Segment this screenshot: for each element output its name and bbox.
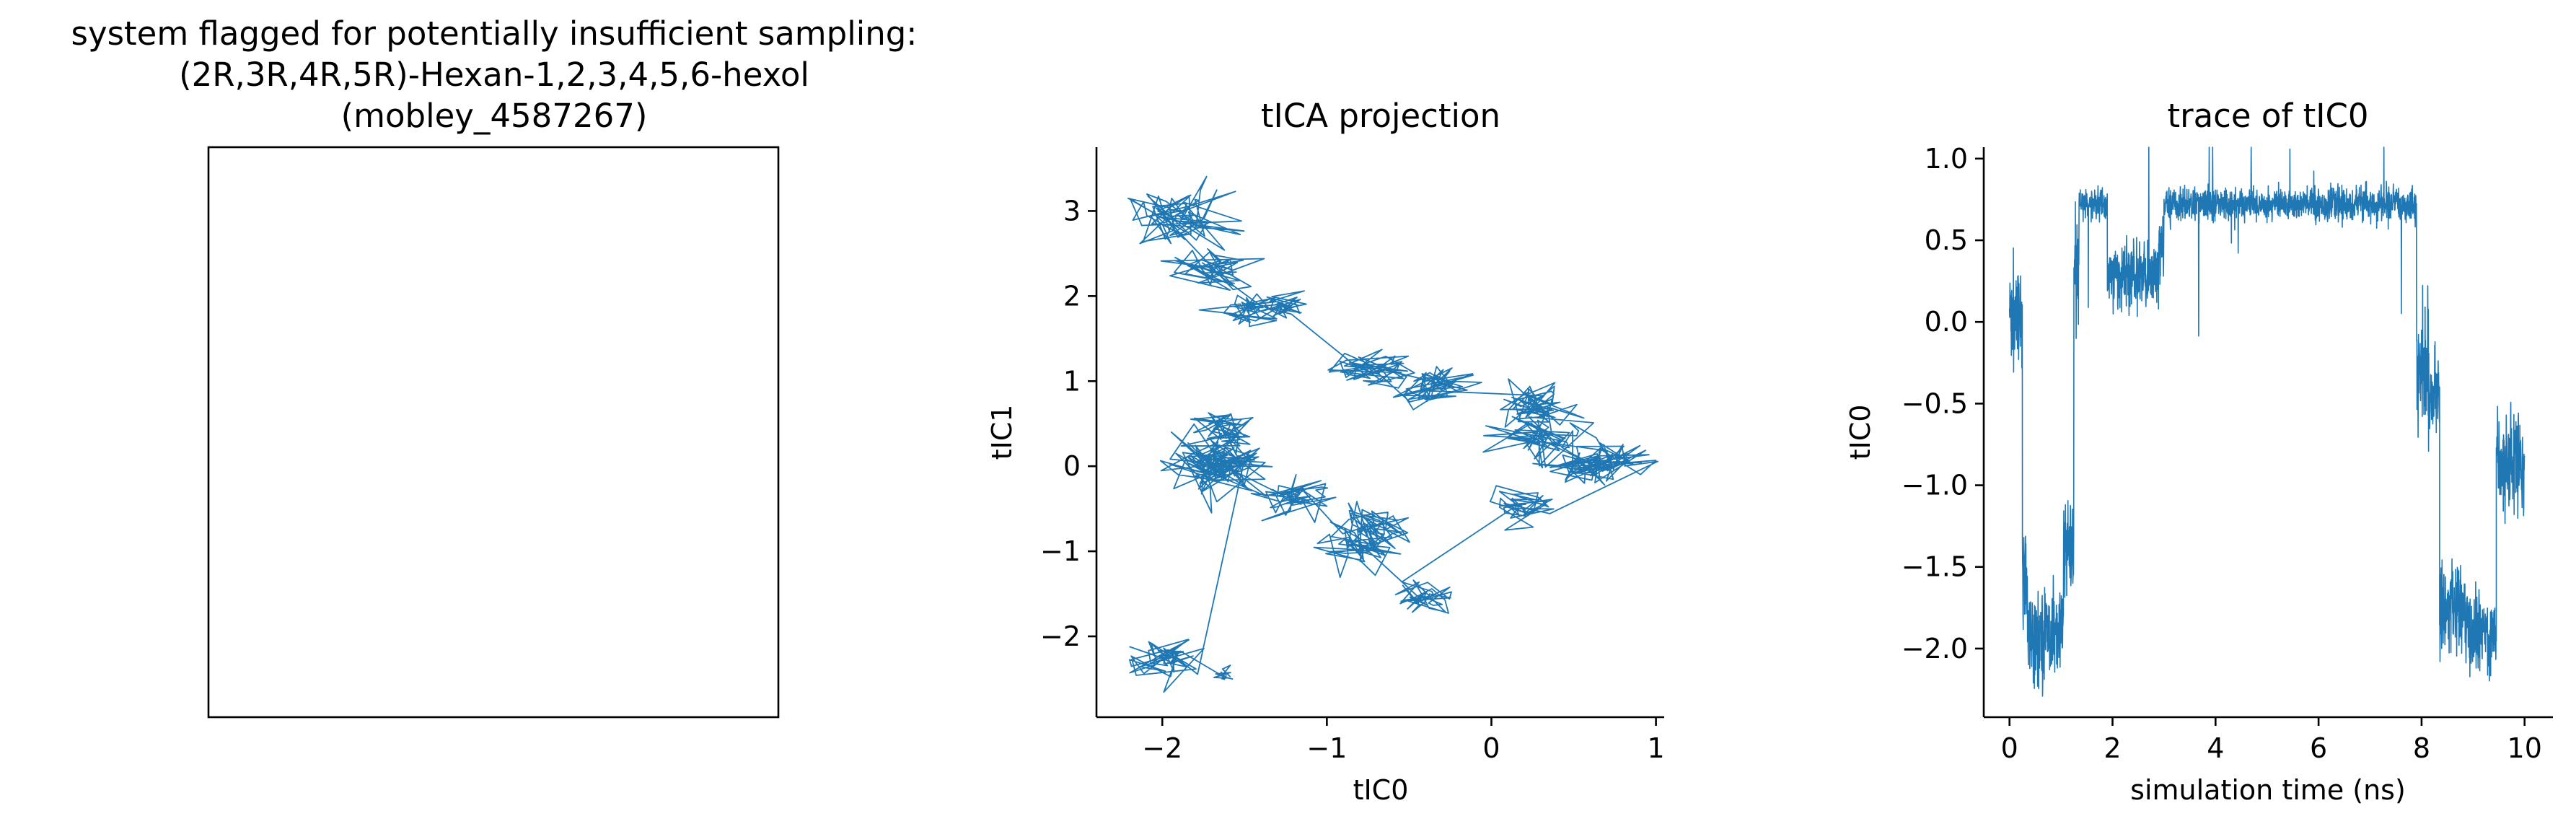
trace-y-axis-label: tIC0 [1845,405,1876,460]
tic0-trace-line [2008,146,2526,697]
tica-x-tick-label: −2 [1142,732,1182,764]
tica-x-axis-label: tIC0 [1353,774,1409,806]
tica-y-ticks: −2 −1 0 1 2 3 [1040,195,1096,652]
structure-panel-title-line-1: system flagged for potentially insuffici… [71,14,918,53]
structure-panel: system flagged for potentially insuffici… [71,14,918,719]
tica-y-axis-label: tIC1 [986,405,1018,460]
trace-y-tick-label: −1.5 [1902,551,1968,583]
tica-y-tick-label: 2 [1063,280,1081,312]
structure-panel-title-line-3: (mobley_4587267) [341,97,648,135]
trace-x-tick-label: 6 [2310,732,2327,764]
tic0-trace-panel: trace of tIC0 0 2 4 6 8 10 −2.0 −1.5 −1.0 −0.5 0.… [1845,97,2553,806]
trace-x-tick-label: 4 [2207,732,2224,764]
trace-y-ticks: −2.0 −1.5 −1.0 −0.5 0.0 0.5 1.0 [1902,143,1984,664]
trace-x-ticks: 0 2 4 6 8 10 [2001,717,2542,764]
trace-y-tick-label: −0.5 [1902,387,1968,419]
trace-x-axis-label: simulation time (ns) [2130,774,2406,806]
tica-y-tick-label: 3 [1063,195,1081,227]
trace-y-tick-label: −1.0 [1902,470,1968,501]
structure-panel-title-line-2: (2R,3R,4R,5R)-Hexan-1,2,3,4,5,6-hexol [179,56,809,94]
trace-y-tick-label: −2.0 [1902,633,1968,664]
tica-x-tick-label: −1 [1306,732,1347,764]
trace-y-tick-label: 0.0 [1925,306,1968,338]
tica-x-tick-label: 0 [1482,732,1500,764]
tica-y-tick-label: 1 [1063,365,1081,397]
tica-y-tick-label: −2 [1040,620,1081,652]
tica-projection-title: tICA projection [1261,97,1500,135]
trace-y-tick-label: 0.5 [1925,224,1968,256]
structure-image-frame [207,146,780,719]
trace-x-tick-label: 8 [2413,732,2430,764]
tica-y-tick-label: −1 [1040,535,1081,567]
tica-x-tick-label: 1 [1648,732,1665,764]
trace-x-tick-label: 2 [2104,732,2121,764]
tic0-trace-series [2008,146,2526,697]
trace-x-tick-label: 10 [2507,732,2542,764]
tic0-trace-title: trace of tIC0 [2167,97,2368,135]
trace-y-tick-label: 1.0 [1925,143,1968,175]
tica-projection-panel: tICA projection −2 −1 0 1 −2 −1 0 1 2 3 tIC0 tIC… [986,97,1665,806]
tica-projection-series [1127,175,1659,693]
tica-projection-line [1127,175,1659,693]
tica-x-ticks: −2 −1 0 1 [1142,717,1665,764]
trace-x-tick-label: 0 [2001,732,2018,764]
tica-y-tick-label: 0 [1063,450,1081,482]
